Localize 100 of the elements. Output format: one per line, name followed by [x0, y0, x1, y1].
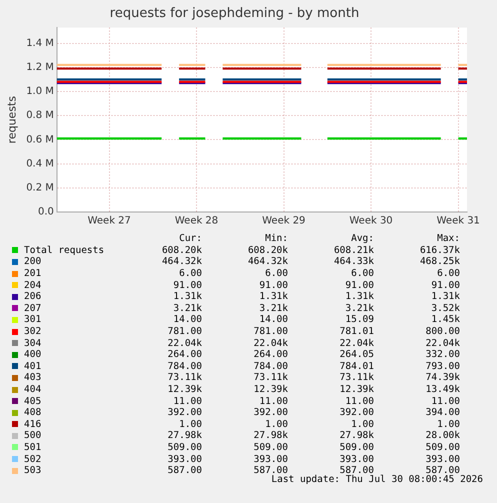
text: 392.00 [252, 407, 288, 418]
text: 28.00k [424, 430, 460, 442]
text: 616.37k [418, 244, 460, 256]
text: 27.98k [252, 430, 288, 442]
text: 15.09 [344, 314, 374, 326]
text: 11.00 [258, 396, 288, 407]
legend-label: 206 [24, 291, 42, 302]
text: 11.00 [344, 396, 374, 407]
text: 6.00 [350, 268, 374, 280]
y-tick-label: 0.2 M [26, 182, 54, 194]
legend-label: 200 [24, 256, 42, 268]
text: 793.00 [424, 360, 460, 372]
legend-label: 201 [24, 268, 42, 280]
legend-label: 301 [24, 314, 42, 326]
text: 464.32k [246, 256, 288, 268]
y-tick-label: 1.0 M [26, 86, 54, 98]
text: 1.31k [430, 291, 460, 302]
text: 800.00 [424, 326, 460, 338]
text: 27.98k [338, 430, 374, 442]
text: 264.05 [338, 349, 374, 360]
legend-label: Total requests [24, 244, 106, 256]
text: 468.25k [418, 256, 460, 268]
text: 3.21k [344, 302, 374, 314]
legend-label: 405 [24, 396, 42, 407]
text: 464.33k [332, 256, 374, 268]
y-axis-title: requests [5, 96, 18, 144]
legend-label: 404 [24, 384, 42, 396]
text: 392.00 [166, 407, 202, 418]
text: 392.00 [338, 407, 374, 418]
legend-label: 207 [24, 302, 42, 314]
text: 1.00 [264, 418, 288, 430]
legend-label: 501 [24, 442, 42, 453]
text: 784.00 [252, 360, 288, 372]
text: 464.32k [160, 256, 202, 268]
y-tick-label: 0.0 [38, 206, 54, 218]
x-tick-label: Week 31 [436, 216, 480, 227]
y-tick-label: 0.6 M [26, 134, 54, 146]
text: 509.00 [166, 442, 202, 453]
legend-label: 502 [24, 454, 42, 465]
text: 3.52k [430, 302, 460, 314]
text: 12.39k [166, 384, 202, 396]
x-tick-label: Week 28 [174, 216, 218, 227]
text: 6.00 [264, 268, 288, 280]
text: 14.00 [258, 314, 288, 326]
text: 22.04k [338, 338, 374, 349]
text: 27.98k [166, 430, 202, 442]
y-tick-label: 1.2 M [26, 62, 54, 73]
text: 6.00 [436, 268, 460, 280]
text: 73.11k [252, 372, 288, 384]
legend-label: 416 [24, 418, 42, 430]
text: 1.00 [350, 418, 374, 430]
text: 91.00 [344, 280, 374, 291]
text: Min: [264, 233, 288, 244]
text: 393.00 [166, 454, 202, 465]
text: Max: [436, 233, 460, 244]
y-tick-label: 1.4 M [26, 38, 54, 49]
text: 1.31k [258, 291, 288, 302]
text: 781.00 [252, 326, 288, 338]
text: 73.11k [166, 372, 202, 384]
text: 14.00 [172, 314, 202, 326]
legend-label: 408 [24, 407, 42, 418]
legend-label: 302 [24, 326, 42, 338]
text: 1.00 [436, 418, 460, 430]
y-tick-label: 0.4 M [26, 158, 54, 170]
text: 781.00 [166, 326, 202, 338]
legend-label: 304 [24, 338, 42, 349]
text: 608.21k [332, 244, 374, 256]
text: 509.00 [338, 442, 374, 453]
x-tick-label: Week 27 [88, 216, 131, 227]
legend-label: 503 [24, 465, 42, 476]
chart-title: requests for josephdeming - by month [110, 6, 360, 22]
text: 91.00 [258, 280, 288, 291]
text: 393.00 [252, 454, 288, 465]
text: 12.39k [252, 384, 288, 396]
text: 73.11k [338, 372, 374, 384]
text: Avg: [350, 233, 374, 244]
text: 784.01 [338, 360, 374, 372]
text: 11.00 [430, 396, 460, 407]
text: 509.00 [252, 442, 288, 453]
text: 22.04k [424, 338, 460, 349]
text: Last update: Thu Jul 30 08:00:45 2026 [271, 474, 483, 485]
text: 509.00 [424, 442, 460, 453]
text: 3.21k [172, 302, 202, 314]
text: 6.00 [178, 268, 202, 280]
text: 11.00 [172, 396, 202, 407]
text: 264.00 [166, 349, 202, 360]
text: 781.01 [338, 326, 374, 338]
text: 91.00 [430, 280, 460, 291]
text: 264.00 [252, 349, 288, 360]
text: 608.20k [246, 244, 288, 256]
text: 587.00 [426, 465, 460, 476]
y-tick-label: 0.8 M [26, 110, 54, 122]
x-tick-label: Week 29 [262, 216, 306, 227]
x-tick-label: Week 30 [349, 216, 393, 227]
text: 12.39k [338, 384, 374, 396]
text: 1.45k [430, 314, 460, 326]
text: 1.00 [178, 418, 202, 430]
text: 587.00 [252, 465, 288, 476]
text: 608.20k [160, 244, 202, 256]
text: 587.00 [166, 465, 202, 476]
